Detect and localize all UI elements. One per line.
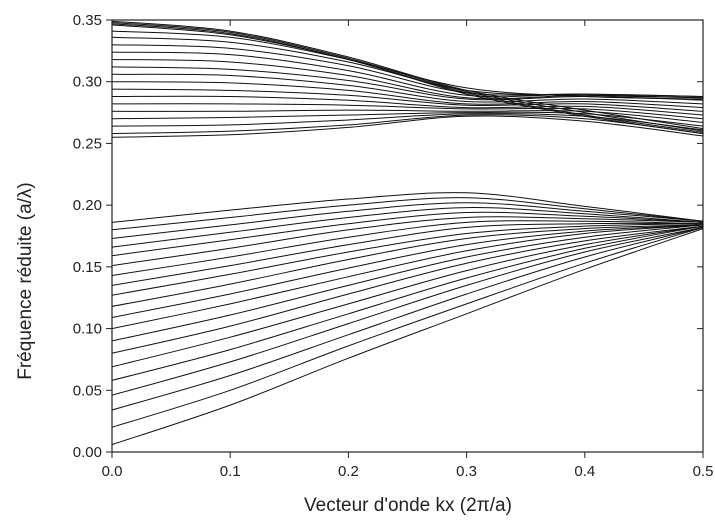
lower-band-line-6 xyxy=(111,225,704,354)
lower-band-line-1 xyxy=(111,226,704,428)
upper-band-line-26 xyxy=(111,95,704,116)
upper-band-line-36 xyxy=(111,24,704,135)
x-axis-label: Vecteur d'onde kx (2π/a) xyxy=(304,495,512,516)
y-tick-label: 0.05 xyxy=(73,382,102,399)
upper-band-line-20 xyxy=(111,115,704,138)
y-tick-label: 0.10 xyxy=(73,321,102,338)
x-tick-label: 0.4 xyxy=(574,463,595,480)
lower-band-line-13 xyxy=(111,220,704,276)
y-tick-label: 0.00 xyxy=(73,444,102,461)
lower-band-line-7 xyxy=(111,224,704,342)
x-tick-label: 0.3 xyxy=(456,463,477,480)
upper-band-line-33 xyxy=(111,44,704,97)
upper-band-line-38 xyxy=(111,22,704,132)
lower-band-line-12 xyxy=(111,222,704,286)
lower-band-line-19 xyxy=(111,192,704,223)
y-axis-label: Fréquence réduite (a/λ) xyxy=(15,182,36,380)
upper-band-line-25 xyxy=(111,103,704,120)
lower-band-line-8 xyxy=(111,224,704,330)
plot-frame xyxy=(111,19,704,453)
x-tick-label: 0.5 xyxy=(693,463,714,480)
x-tick-label: 0.2 xyxy=(338,463,359,480)
axes-layer: 0.0 0.1 0.2 0.3 0.4 0.5 0.00 0.05 0.10 0.15 0.20 0.… xyxy=(73,12,714,480)
y-tick-label: 0.20 xyxy=(73,197,102,214)
upper-band-line-39 xyxy=(111,20,704,130)
lower-band-line-3 xyxy=(111,226,704,396)
upper-band-line-37 xyxy=(111,23,704,133)
lower-band-line-15 xyxy=(111,211,704,257)
y-tick-label: 0.30 xyxy=(73,74,102,91)
x-tick-label: 0.0 xyxy=(102,463,123,480)
y-tick-label: 0.15 xyxy=(73,259,102,276)
plot-area xyxy=(111,19,704,453)
lower-band-line-10 xyxy=(111,224,704,307)
y-tick-label: 0.25 xyxy=(73,135,102,152)
series-layer xyxy=(111,20,704,446)
lower-band-line-11 xyxy=(111,223,704,296)
lower-band-line-4 xyxy=(111,225,704,381)
upper-band-line-28 xyxy=(111,81,704,109)
lower-band-line-9 xyxy=(111,224,704,318)
lower-band-line-17 xyxy=(111,202,704,239)
lower-band-line-16 xyxy=(111,207,704,248)
upper-band-line-27 xyxy=(111,88,704,112)
upper-band-line-21 xyxy=(111,114,704,135)
upper-band-line-29 xyxy=(111,73,704,105)
lower-band-line-0 xyxy=(111,228,704,446)
lower-band-line-18 xyxy=(111,197,704,231)
lower-band-line-2 xyxy=(111,226,704,411)
lower-band-line-5 xyxy=(111,225,704,368)
x-tick-label: 0.1 xyxy=(220,463,241,480)
y-tick-label: 0.35 xyxy=(73,12,102,29)
lower-band-line-14 xyxy=(111,216,704,267)
